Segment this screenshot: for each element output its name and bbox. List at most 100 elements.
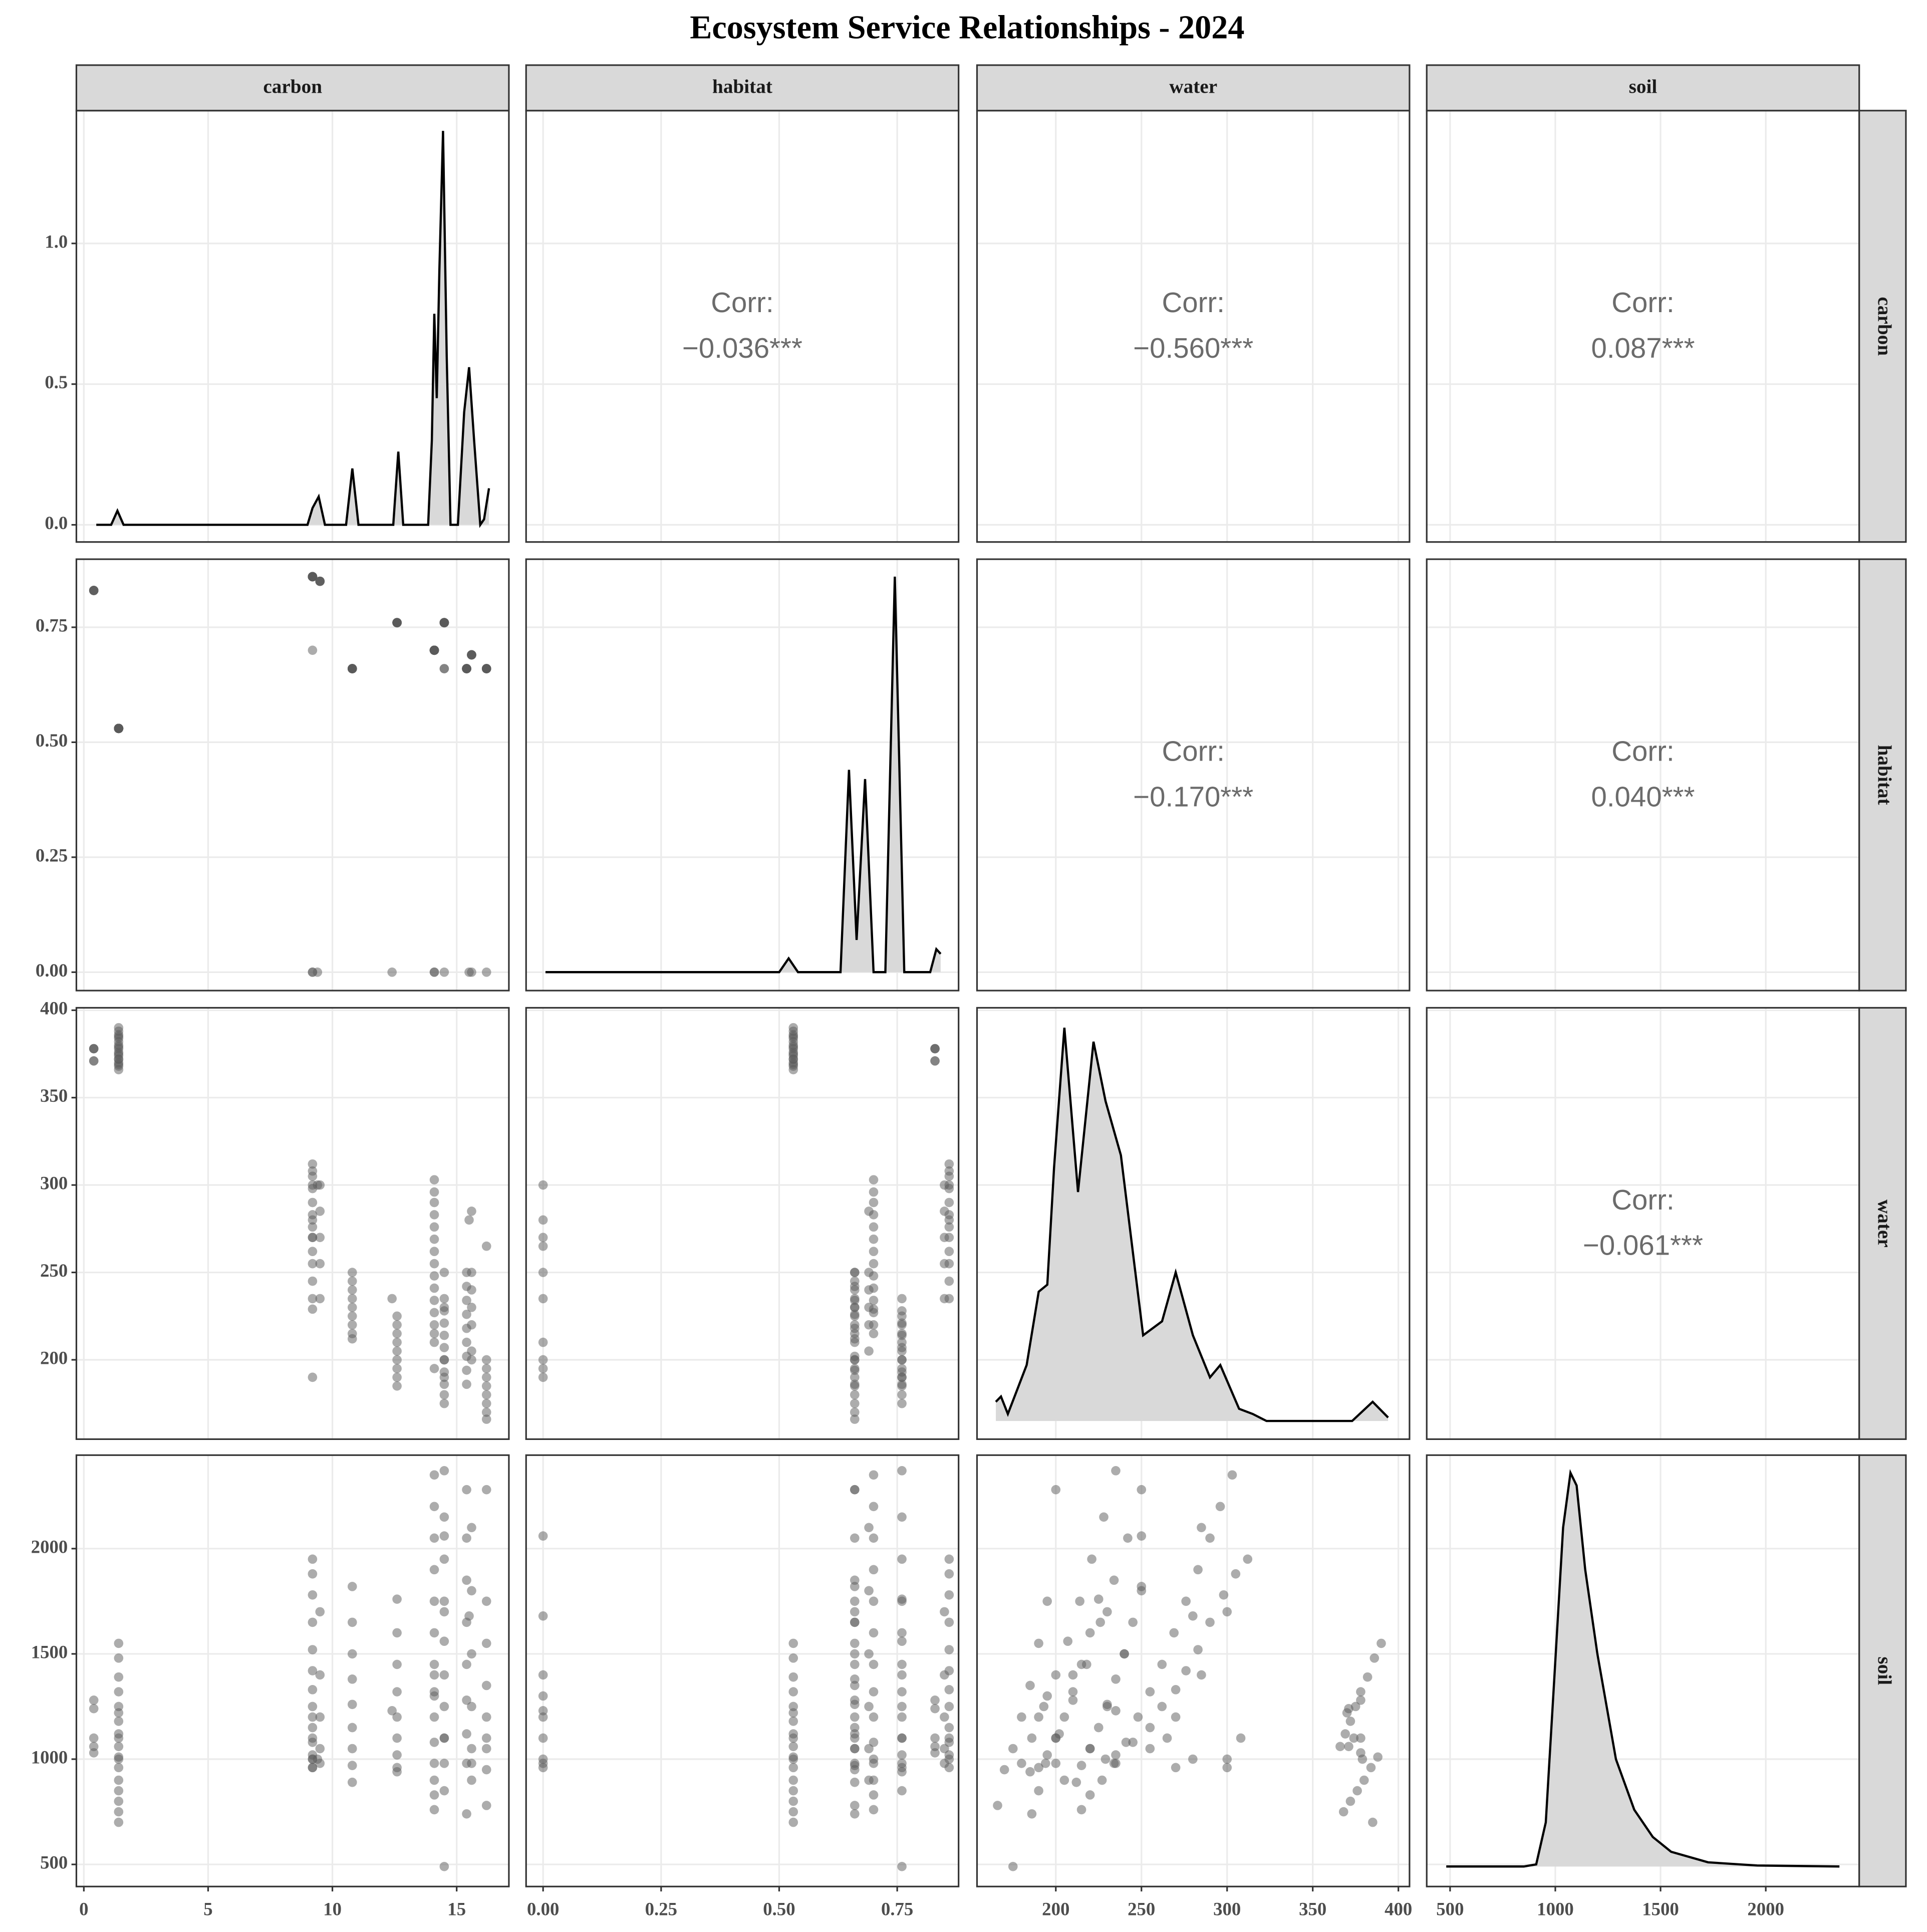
panel xyxy=(76,1455,509,1887)
scatter-point xyxy=(944,1247,954,1257)
scatter-point xyxy=(462,1659,471,1669)
scatter-point xyxy=(869,1329,879,1338)
scatter-point xyxy=(538,1611,548,1621)
scatter-point xyxy=(897,1628,907,1638)
scatter-point xyxy=(347,1320,357,1330)
scatter-point xyxy=(940,1759,949,1768)
scatter-point xyxy=(1359,1775,1369,1785)
scatter-point xyxy=(869,1296,879,1305)
scatter-point xyxy=(313,1180,323,1190)
scatter-point xyxy=(897,1398,907,1408)
scatter-point xyxy=(864,1206,874,1216)
scatter-point xyxy=(313,1754,323,1764)
scatter-point xyxy=(869,1628,879,1638)
scatter-point xyxy=(308,1590,318,1600)
scatter-point xyxy=(347,1311,357,1321)
scatter-point xyxy=(1171,1685,1181,1695)
panel xyxy=(1427,559,1859,991)
scatter-point xyxy=(392,1346,402,1356)
scatter-point xyxy=(1111,1706,1121,1716)
scatter-point xyxy=(439,1670,449,1680)
panel-border xyxy=(525,558,960,992)
scatter-point xyxy=(869,1805,879,1815)
scatter-point xyxy=(538,1241,548,1251)
scatter-point xyxy=(429,1533,439,1543)
scatter-point xyxy=(1188,1754,1198,1764)
scatter-point xyxy=(439,1531,449,1541)
scatter-point xyxy=(864,1303,874,1312)
panel xyxy=(1427,1008,1859,1439)
scatter-point xyxy=(462,664,471,673)
scatter-point xyxy=(944,1702,954,1712)
corr-label: Corr: xyxy=(1611,1184,1674,1216)
scatter-point xyxy=(467,650,476,660)
scatter-point xyxy=(308,1723,318,1733)
scatter-point xyxy=(481,1372,491,1382)
scatter-point xyxy=(462,1485,471,1495)
scatter-point xyxy=(869,1565,879,1575)
x-tick-label: 350 xyxy=(1299,1899,1326,1919)
scatter-point xyxy=(308,1685,318,1695)
y-tick-label: 1000 xyxy=(31,1747,68,1767)
scatter-point xyxy=(439,1343,449,1352)
scatter-point xyxy=(315,1607,325,1617)
scatter-point xyxy=(1181,1666,1191,1675)
scatter-point xyxy=(439,1862,449,1871)
scatter-point xyxy=(114,1058,124,1068)
scatter-point xyxy=(1059,1712,1069,1722)
corr-value: −0.036*** xyxy=(682,332,802,364)
scatter-point xyxy=(467,1586,476,1596)
scatter-point xyxy=(850,1801,860,1810)
panel xyxy=(1427,110,1859,542)
scatter-point xyxy=(1059,1775,1069,1785)
scatter-point xyxy=(114,1653,124,1663)
scatter-point xyxy=(439,1759,449,1768)
scatter-point xyxy=(462,1309,471,1319)
y-tick-label: 1.0 xyxy=(45,231,68,252)
scatter-point xyxy=(1051,1670,1061,1680)
scatter-point xyxy=(114,1807,124,1817)
y-tick-label: 0.50 xyxy=(36,730,68,751)
scatter-point xyxy=(429,1320,439,1330)
scatter-point xyxy=(869,1247,879,1257)
scatter-point xyxy=(897,1759,907,1768)
scatter-point xyxy=(1338,1807,1348,1817)
scatter-point xyxy=(1373,1752,1383,1762)
scatter-point xyxy=(429,1790,439,1800)
scatter-point xyxy=(439,1303,449,1312)
scatter-point xyxy=(1109,1759,1119,1768)
scatter-point xyxy=(1215,1502,1225,1512)
scatter-point xyxy=(850,1765,860,1775)
scatter-point xyxy=(1368,1817,1378,1827)
scatter-point xyxy=(462,1379,471,1389)
scatter-point xyxy=(347,1723,357,1733)
scatter-point xyxy=(1120,1649,1129,1659)
scatter-point xyxy=(897,1466,907,1476)
scatter-point xyxy=(114,1032,124,1041)
scatter-point xyxy=(114,1796,124,1806)
scatter-point xyxy=(1133,1712,1143,1722)
scatter-point xyxy=(538,1691,548,1701)
scatter-point xyxy=(392,1311,402,1321)
scatter-point xyxy=(308,1247,318,1257)
scatter-point xyxy=(347,1674,357,1684)
scatter-point xyxy=(1219,1590,1229,1600)
scatter-point xyxy=(944,1166,954,1176)
scatter-point xyxy=(114,1775,124,1785)
strip xyxy=(1858,1007,1907,1440)
scatter-point xyxy=(481,664,491,673)
scatter-point xyxy=(869,1234,879,1244)
scatter-point xyxy=(462,1365,471,1375)
scatter-point xyxy=(429,1283,439,1293)
y-tick-label: 1500 xyxy=(31,1641,68,1662)
scatter-point xyxy=(944,1733,954,1743)
scatter-point xyxy=(1137,1485,1147,1495)
scatter-point xyxy=(850,1777,860,1787)
density-line xyxy=(1446,1469,1840,1868)
scatter-point xyxy=(429,1308,439,1318)
scatter-point xyxy=(850,1712,860,1722)
scatter-point xyxy=(347,1744,357,1754)
scatter-point xyxy=(940,1180,949,1190)
y-tick-label: 0.5 xyxy=(45,372,68,392)
